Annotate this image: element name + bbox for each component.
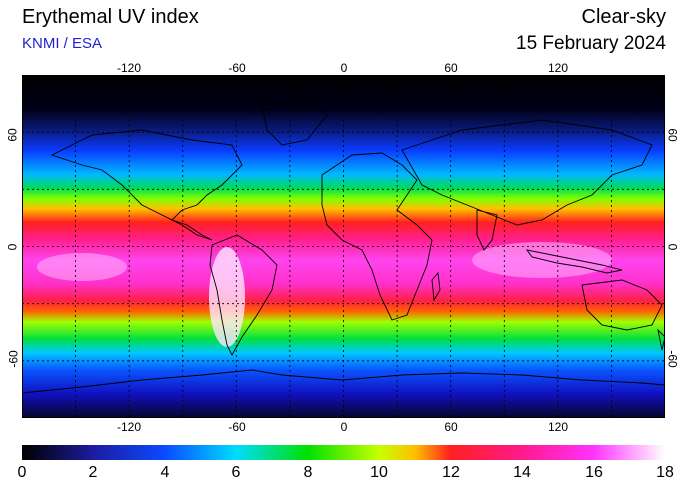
india-outline	[476, 209, 498, 251]
lon-tick-top: -120	[116, 61, 142, 75]
lat-tick-left: 60	[5, 128, 20, 142]
lon-tick-top: 60	[444, 61, 458, 75]
pacific-peak-patch	[37, 253, 127, 281]
scale-label: 4	[160, 464, 170, 481]
scale-label: 10	[370, 464, 388, 481]
scale-label: 18	[656, 464, 674, 481]
scale-label: 0	[17, 464, 27, 481]
scale-label: 2	[88, 464, 98, 481]
lat-tick-right: 0	[665, 243, 680, 251]
uv-map-svg	[22, 75, 665, 418]
north-america-outline	[50, 129, 243, 241]
lat-tick-right: 60	[665, 128, 680, 142]
lon-tick-bottom: 60	[444, 420, 458, 434]
scale-label: 12	[442, 464, 460, 481]
map-frame	[22, 75, 665, 418]
asia-outline	[401, 119, 653, 226]
south-america-outline	[209, 234, 278, 356]
coastlines	[22, 99, 665, 394]
europe-africa-outline	[321, 152, 433, 321]
lon-tick-bottom: 120	[547, 420, 569, 434]
map-date: 15 February 2024	[516, 33, 666, 54]
lat-tick-left: 0	[5, 243, 20, 251]
australia-outline	[581, 279, 663, 331]
sky-condition: Clear-sky	[581, 6, 666, 28]
graticule	[22, 75, 665, 418]
new-zealand-outline	[657, 328, 665, 351]
uv-index-map	[22, 75, 665, 418]
south-america-peak-patch	[209, 247, 245, 347]
uv-color-scale	[22, 445, 665, 460]
lon-tick-bottom: 0	[340, 420, 348, 434]
lon-tick-top: 120	[547, 61, 569, 75]
color-scale-bar	[22, 445, 665, 460]
scale-label: 14	[513, 464, 531, 481]
indonesia-peak-patch	[472, 242, 612, 278]
lon-tick-top: 0	[340, 61, 348, 75]
map-title: Erythemal UV index	[22, 6, 199, 28]
antarctica-outline	[22, 369, 665, 394]
madagascar-outline	[431, 271, 441, 302]
greenland-outline	[261, 99, 328, 146]
lat-tick-left: -60	[6, 350, 21, 368]
scale-label: 16	[585, 464, 603, 481]
lon-tick-bottom: -60	[228, 420, 246, 434]
indonesia-outline	[525, 249, 623, 274]
scale-label: 6	[231, 464, 241, 481]
lon-tick-bottom: -120	[116, 420, 142, 434]
data-source: KNMI / ESA	[22, 35, 103, 52]
lon-tick-top: -60	[228, 61, 246, 75]
scale-label: 8	[303, 464, 313, 481]
lat-tick-right: -60	[665, 350, 680, 368]
